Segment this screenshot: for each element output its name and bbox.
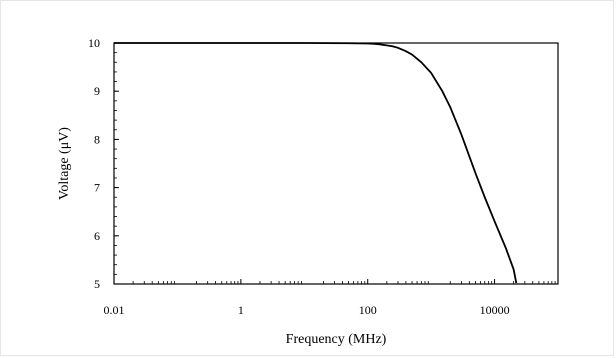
x-tick-label: 1 bbox=[238, 303, 244, 317]
x-tick-label: 0.01 bbox=[104, 303, 125, 317]
y-tick-label: 7 bbox=[94, 181, 100, 195]
y-axis: 5 6 7 8 9 10 bbox=[88, 36, 119, 291]
y-tick-label: 6 bbox=[94, 229, 100, 243]
y-axis-title: Voltage (μV) bbox=[57, 127, 72, 200]
y-tick-label: 8 bbox=[94, 132, 100, 146]
y-tick-label: 5 bbox=[94, 277, 100, 291]
x-axis: 0.01 1 100 10000 bbox=[104, 279, 510, 317]
plot-area bbox=[113, 42, 559, 285]
minor-ticks bbox=[114, 42, 556, 285]
y-tick-label: 10 bbox=[88, 36, 100, 50]
x-tick-label: 10000 bbox=[480, 303, 510, 317]
x-tick-label: 100 bbox=[359, 303, 377, 317]
y-tick-label: 9 bbox=[94, 84, 100, 98]
x-axis-title: Frequency (MHz) bbox=[286, 332, 387, 347]
series-line bbox=[114, 42, 518, 284]
